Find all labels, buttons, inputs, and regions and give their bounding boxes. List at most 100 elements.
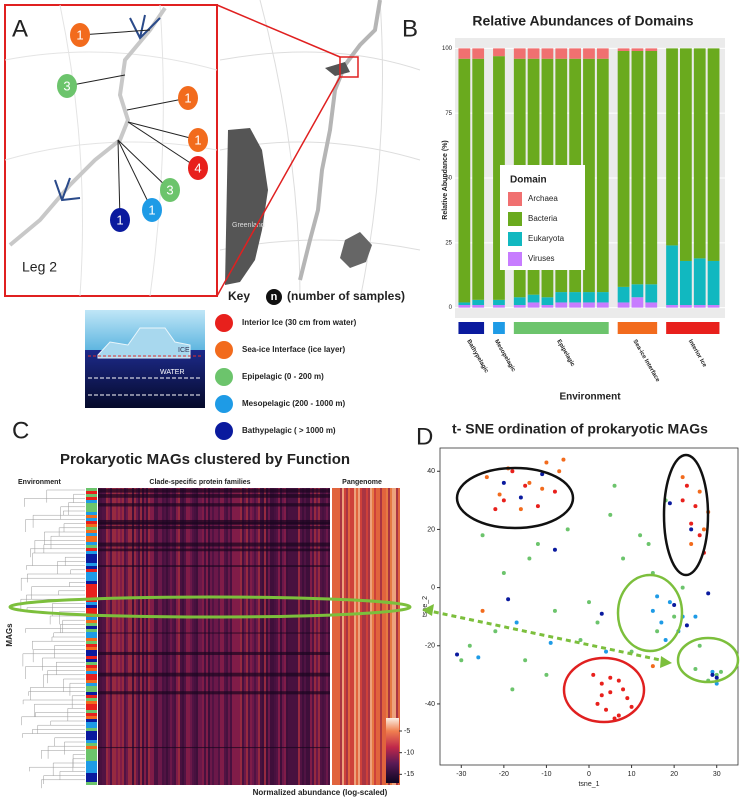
heatmap-texture bbox=[174, 488, 176, 785]
heatmap-texture bbox=[256, 488, 258, 785]
point bbox=[659, 620, 664, 625]
point bbox=[497, 492, 502, 497]
site-count: 1 bbox=[116, 212, 123, 227]
environment-cell bbox=[86, 779, 97, 782]
heatmap-texture bbox=[184, 488, 186, 785]
environment-cell bbox=[86, 647, 97, 650]
point bbox=[540, 472, 545, 477]
heatmap-texture bbox=[236, 488, 238, 785]
site-link bbox=[127, 121, 199, 169]
environment-cell bbox=[86, 770, 97, 773]
heatmap-texture bbox=[222, 488, 224, 785]
environment-cell bbox=[86, 608, 97, 611]
site-count: 1 bbox=[76, 27, 83, 42]
point bbox=[510, 469, 515, 474]
x-tick-label: -30 bbox=[456, 771, 466, 778]
heatmap-texture bbox=[246, 488, 248, 785]
point bbox=[535, 541, 540, 546]
heatmap-texture bbox=[118, 488, 120, 785]
legend-key bbox=[508, 232, 522, 246]
key-water-label: WATER bbox=[160, 369, 185, 376]
environment-cell bbox=[86, 692, 97, 695]
point bbox=[697, 489, 702, 494]
environment-cell bbox=[86, 764, 97, 767]
environment-cell bbox=[86, 515, 97, 518]
heatmap-texture bbox=[204, 488, 206, 785]
heatmap-texture bbox=[172, 488, 174, 785]
point bbox=[493, 629, 498, 634]
chart-title: t- SNE ordination of prokaryotic MAGs bbox=[452, 421, 708, 437]
environment-cell bbox=[86, 767, 97, 770]
point bbox=[591, 672, 596, 677]
arrow-head bbox=[660, 656, 672, 668]
heatmap-texture bbox=[384, 488, 386, 785]
key-dot bbox=[215, 395, 233, 413]
point bbox=[523, 483, 528, 488]
point bbox=[506, 597, 511, 602]
heatmap-texture bbox=[166, 488, 168, 785]
environment-cell bbox=[86, 527, 97, 530]
point bbox=[693, 667, 698, 672]
bar-segment bbox=[583, 302, 595, 308]
point bbox=[604, 649, 609, 654]
environment-cell bbox=[86, 548, 97, 551]
key-dot bbox=[215, 314, 233, 332]
heatmap-texture bbox=[348, 488, 350, 785]
point bbox=[697, 643, 702, 648]
heatmap-texture bbox=[206, 488, 208, 785]
heatmap-texture bbox=[232, 488, 234, 785]
heatmap-texture bbox=[200, 488, 202, 785]
environment-cell bbox=[86, 542, 97, 545]
heatmap-texture bbox=[182, 488, 184, 785]
bar-segment bbox=[527, 302, 540, 308]
environment-cell bbox=[86, 671, 97, 674]
key-symbol bbox=[266, 289, 282, 305]
y-tick-label: -40 bbox=[425, 701, 435, 708]
heatmap-texture bbox=[212, 488, 214, 785]
heatmap-texture bbox=[98, 488, 100, 785]
environment-cell bbox=[86, 605, 97, 608]
key-dot bbox=[215, 422, 233, 440]
site-link bbox=[117, 139, 153, 211]
bar-segment bbox=[596, 292, 609, 303]
environment-cell bbox=[86, 536, 97, 539]
heatmap-texture bbox=[128, 488, 130, 785]
heatmap-texture bbox=[270, 488, 272, 785]
heatmap-texture bbox=[248, 488, 250, 785]
point bbox=[484, 475, 489, 480]
heatmap-texture bbox=[112, 488, 114, 785]
bar-segment bbox=[493, 56, 505, 300]
environment-cell bbox=[86, 740, 97, 743]
legend-key bbox=[508, 252, 522, 266]
site-marker bbox=[188, 128, 208, 152]
environment-cell bbox=[86, 746, 97, 749]
y-tick-label: 25 bbox=[445, 240, 452, 246]
environment-cell bbox=[86, 488, 97, 491]
heatmap-texture bbox=[98, 565, 330, 567]
heatmap-texture bbox=[258, 488, 260, 785]
point bbox=[655, 629, 660, 634]
environment-cell bbox=[86, 656, 97, 659]
heatmap-texture bbox=[356, 488, 358, 785]
environment-cell bbox=[86, 749, 97, 752]
environment-cell bbox=[86, 557, 97, 560]
heatmap-texture bbox=[190, 488, 192, 785]
y-axis-label: tsne_2 bbox=[422, 596, 429, 617]
point bbox=[714, 672, 719, 677]
environment-cell bbox=[86, 593, 97, 596]
bar-segment bbox=[631, 284, 644, 298]
point bbox=[672, 603, 677, 608]
bar-segment bbox=[472, 58, 485, 300]
heatmap-texture bbox=[326, 488, 328, 785]
row-label: MAGs bbox=[5, 623, 14, 647]
point bbox=[459, 658, 464, 663]
point bbox=[493, 507, 498, 512]
group-strip bbox=[617, 322, 658, 334]
point bbox=[599, 611, 604, 616]
heatmap-texture bbox=[98, 632, 330, 634]
heatmap-texture bbox=[98, 548, 330, 552]
y-tick-label: 100 bbox=[442, 46, 453, 52]
site-marker bbox=[178, 86, 198, 110]
environment-cell bbox=[86, 491, 97, 494]
heatmap-texture bbox=[102, 488, 104, 785]
